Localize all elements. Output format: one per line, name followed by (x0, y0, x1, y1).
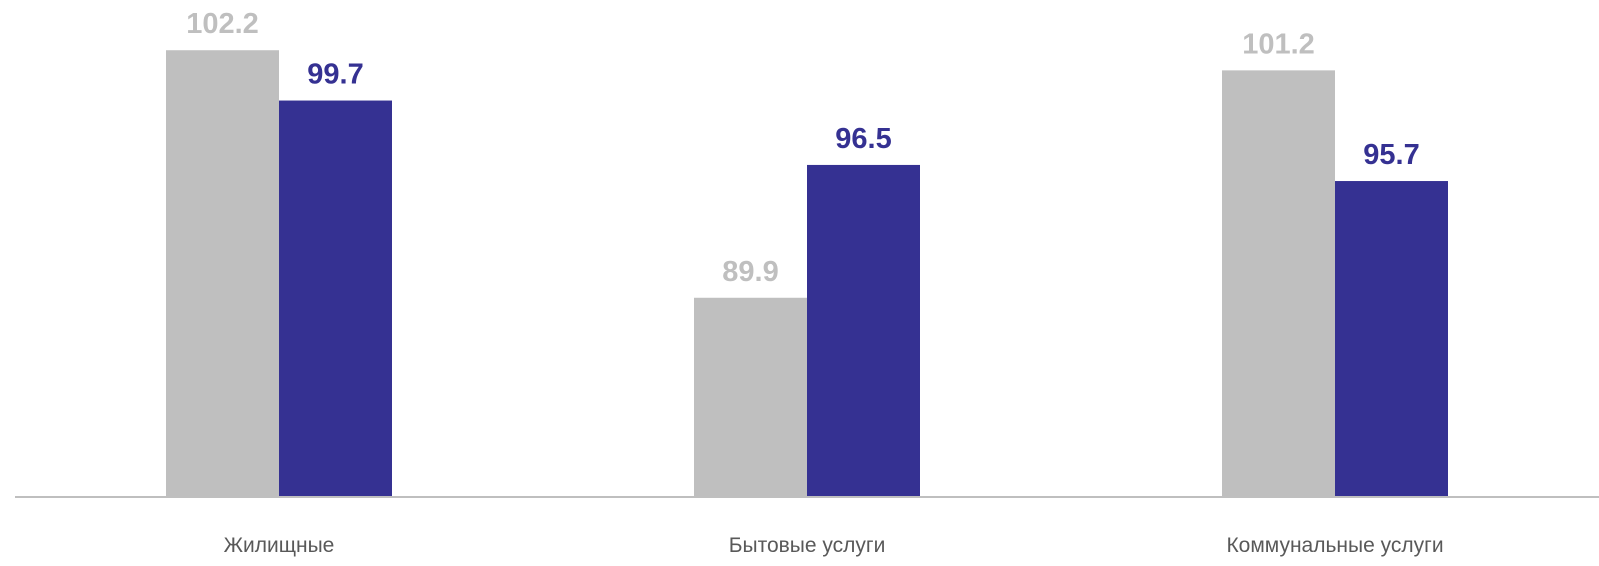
bar-series-1-2 (694, 297, 807, 497)
bar-series-2-3 (1335, 181, 1448, 497)
value-label-series-1-1: 102.2 (186, 8, 259, 40)
bar-series-1-3 (1222, 70, 1335, 497)
value-label-series-2-3: 95.7 (1363, 139, 1419, 171)
category-labels-layer: Жилищные Бытовые услуги Коммунальные услуг… (224, 534, 1444, 557)
value-labels-layer: 102.2 99.7 89.9 96.5 101.2 95.7 (186, 8, 1420, 288)
category-label-1: Жилищные (224, 534, 335, 557)
bar-series-1-1 (166, 50, 279, 497)
bar-series-2-2 (807, 164, 920, 497)
bars-layer (166, 50, 1448, 497)
value-label-series-1-3: 101.2 (1242, 28, 1315, 60)
category-label-2: Бытовые услуги (729, 534, 886, 557)
value-label-series-1-2: 89.9 (722, 256, 778, 288)
category-label-3: Коммунальные услуги (1226, 534, 1443, 557)
value-label-series-2-2: 96.5 (835, 123, 891, 155)
bar-series-2-1 (279, 100, 392, 497)
value-label-series-2-1: 99.7 (307, 59, 363, 91)
